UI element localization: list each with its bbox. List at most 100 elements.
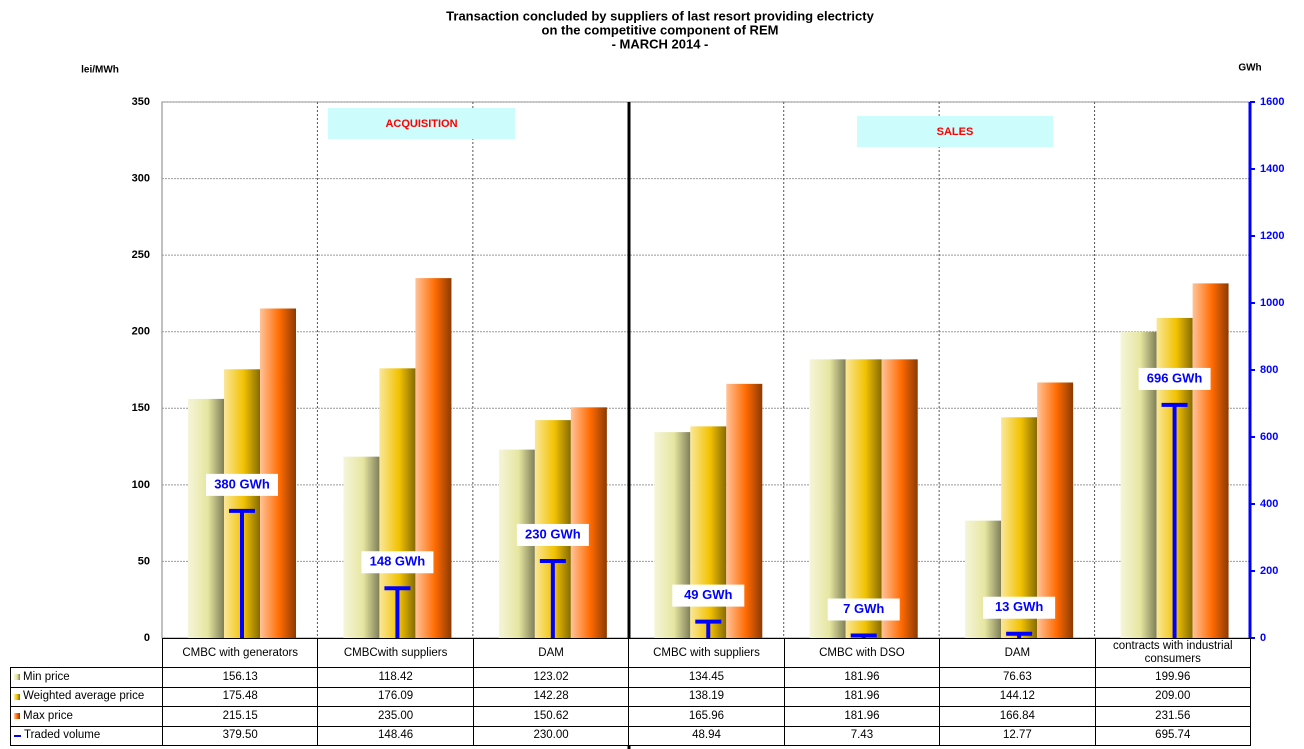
volume-label-box — [206, 473, 278, 496]
y2-tick-label: 1600 — [1260, 96, 1284, 108]
legend-marker — [14, 713, 20, 720]
legend-cell: Max price — [10, 706, 163, 727]
table-value: 123.02 — [472, 667, 630, 688]
volume-marker — [1006, 631, 1033, 638]
table-value: 48.94 — [628, 725, 785, 746]
annotation-box — [857, 116, 1053, 147]
table-value: 181.96 — [783, 667, 941, 688]
y2-tick-label: 600 — [1260, 431, 1278, 443]
bar — [188, 398, 224, 638]
legend-cell: Min price — [10, 667, 163, 688]
table-value: 156.13 — [162, 667, 319, 688]
y-tick-label: 250 — [132, 249, 150, 261]
bar — [965, 520, 1002, 638]
y2-tick-label: 0 — [1260, 632, 1266, 644]
table-value: 181.96 — [783, 686, 941, 707]
bar — [845, 359, 882, 638]
table-value: 148.46 — [317, 725, 474, 746]
volume-label-box — [983, 596, 1056, 619]
volume-label-box — [827, 598, 900, 621]
chart-subtitle: on the competitive component of REM — [542, 22, 779, 37]
table-value: 231.56 — [1094, 706, 1251, 727]
table-value: 215.15 — [162, 706, 319, 727]
table-value: 230.00 — [472, 725, 630, 746]
y2-tick-label: 200 — [1260, 565, 1278, 577]
annotation: SALES — [937, 126, 974, 138]
volume-marker — [384, 586, 411, 638]
table-value: 142.28 — [472, 686, 630, 707]
bar — [881, 359, 918, 638]
table-value: 144.12 — [939, 686, 1096, 707]
volume-marker — [539, 558, 566, 638]
y2-tick-label: 400 — [1260, 498, 1278, 510]
y-tick-label: 200 — [132, 326, 150, 338]
bar — [809, 359, 846, 638]
volume-label: 230 GWh — [525, 526, 581, 541]
volume-label-box — [516, 523, 589, 546]
table-value: 176.09 — [317, 686, 474, 707]
bar — [415, 278, 452, 638]
y-axis-label: lei/MWh — [81, 65, 119, 76]
volume-label: 148 GWh — [370, 554, 426, 569]
y-tick-label: 0 — [144, 632, 150, 644]
table-value: 76.63 — [939, 667, 1096, 688]
legend-label: Min price — [23, 670, 70, 683]
volume-label: 380 GWh — [214, 476, 270, 491]
y2-tick-label: 1400 — [1260, 163, 1284, 175]
category-cell: CMBC with suppliers — [628, 638, 785, 668]
table-value: 7.43 — [783, 725, 941, 746]
legend-marker — [14, 693, 20, 700]
bar — [1192, 283, 1229, 638]
bar — [260, 308, 296, 638]
table-value: 235.00 — [317, 706, 474, 727]
legend-marker — [14, 734, 21, 737]
legend-cell: Weighted average price — [10, 686, 163, 707]
category-cell: CMBCwith suppliers — [317, 638, 474, 668]
bar — [343, 456, 380, 638]
category-cell: DAM — [472, 638, 630, 668]
legend-label: Max price — [23, 709, 73, 722]
legend-label: Traded volume — [24, 729, 101, 742]
category-cell: CMBC with generators — [162, 638, 319, 668]
bar — [654, 432, 691, 638]
legend-label: Weighted average price — [23, 690, 145, 703]
table-value: 118.42 — [317, 667, 474, 688]
y2-axis-label: GWh — [1238, 63, 1261, 74]
volume-marker — [1161, 402, 1188, 638]
category-cell: DAM — [939, 638, 1096, 668]
y-tick-label: 150 — [132, 402, 150, 414]
y-tick-label: 350 — [132, 96, 150, 108]
volume-label-box — [1138, 367, 1211, 390]
y2-tick-label: 1200 — [1260, 230, 1284, 242]
volume-label: 696 GWh — [1147, 370, 1203, 385]
y-tick-label: 300 — [132, 172, 150, 184]
table-value: 150.62 — [472, 706, 630, 727]
table-value: 134.45 — [628, 667, 785, 688]
legend-cell: Traded volume — [10, 725, 163, 746]
y-tick-label: 100 — [132, 479, 150, 491]
category-cell: CMBC with DSO — [783, 638, 941, 668]
volume-marker — [850, 633, 877, 638]
category-cell: contracts with industrial consumers — [1094, 638, 1251, 668]
table-value: 175.48 — [162, 686, 319, 707]
y-tick-label: 50 — [138, 555, 150, 567]
volume-marker — [695, 619, 722, 638]
bar — [1037, 382, 1074, 638]
legend-marker — [14, 674, 20, 681]
volume-label: 49 GWh — [684, 587, 732, 602]
chart-title: Transaction concluded by suppliers of la… — [446, 8, 874, 23]
table-value: 138.19 — [628, 686, 785, 707]
bar — [570, 407, 607, 638]
volume-label: 13 GWh — [995, 599, 1043, 614]
y2-tick-label: 1000 — [1260, 297, 1284, 309]
table-value: 695.74 — [1094, 725, 1251, 746]
chart-period: - MARCH 2014 - — [612, 36, 709, 51]
table-value: 181.96 — [783, 706, 941, 727]
volume-label-box — [361, 551, 434, 574]
table-value: 209.00 — [1094, 686, 1251, 707]
volume-marker — [229, 508, 255, 638]
table-value: 379.50 — [162, 725, 319, 746]
table-value: 166.84 — [939, 706, 1096, 727]
y2-tick-label: 800 — [1260, 364, 1278, 376]
